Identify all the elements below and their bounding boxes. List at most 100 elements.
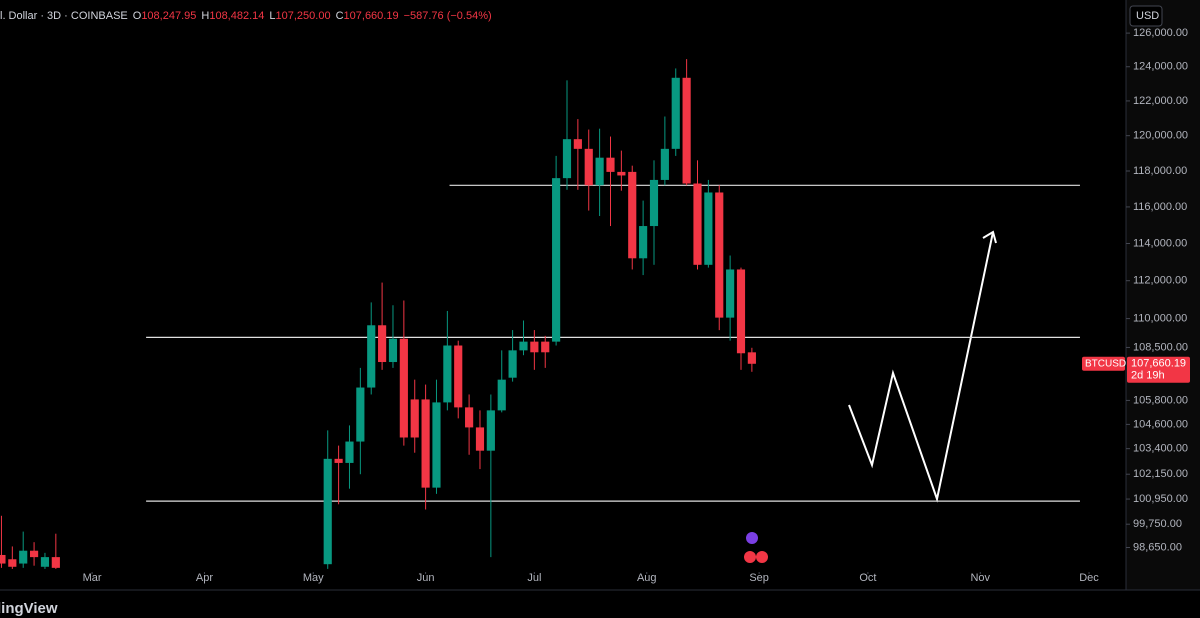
y-tick-label: 110,000.00 bbox=[1133, 312, 1187, 324]
candle-body bbox=[660, 148, 669, 180]
x-tick-label: Oct bbox=[859, 572, 876, 584]
candle-body bbox=[51, 557, 60, 568]
symbol-tag-label: BTCUSD bbox=[1085, 358, 1126, 369]
candle-body bbox=[639, 226, 648, 259]
y-tick-label: 118,000.00 bbox=[1133, 165, 1187, 177]
candle-body bbox=[486, 410, 495, 451]
candle-body bbox=[519, 341, 528, 351]
candle-body bbox=[421, 399, 430, 488]
candle-body bbox=[8, 559, 17, 567]
header-text: l. Dollar · 3D · COINBASE O108,247.95 H108… bbox=[0, 10, 492, 22]
x-tick-label: Nov bbox=[970, 572, 990, 584]
candle-body bbox=[541, 341, 550, 353]
ohlc-key: H bbox=[201, 10, 209, 22]
candle-body bbox=[497, 379, 506, 411]
ohlc-key: O bbox=[133, 10, 142, 22]
candle-body bbox=[726, 269, 735, 318]
y-tick-label: 104,600.00 bbox=[1133, 418, 1188, 430]
y-tick-label: 112,000.00 bbox=[1133, 275, 1187, 287]
x-tick-label: Aug bbox=[637, 572, 657, 584]
y-tick-label: 108,500.00 bbox=[1133, 341, 1188, 353]
y-tick-label: 116,000.00 bbox=[1133, 201, 1187, 213]
price-tag-label: 107,660.19 bbox=[1131, 358, 1186, 370]
change: −587.76 (−0.54%) bbox=[404, 10, 492, 22]
x-tick-label: Apr bbox=[196, 572, 213, 584]
candle-body bbox=[552, 178, 561, 342]
candle-body bbox=[530, 341, 539, 353]
ohlc-value: 107,250.00 bbox=[276, 10, 331, 22]
y-tick-label: 105,800.00 bbox=[1133, 394, 1188, 406]
candle-body bbox=[19, 550, 28, 564]
y-tick-label: 126,000.00 bbox=[1133, 27, 1188, 39]
candle-body bbox=[682, 77, 691, 184]
currency-button[interactable] bbox=[1129, 5, 1163, 27]
candle-body bbox=[747, 352, 756, 364]
candle-body bbox=[671, 77, 680, 149]
candle-body bbox=[0, 554, 6, 564]
y-tick-label: 103,400.00 bbox=[1133, 443, 1188, 455]
price-axis bbox=[1126, 0, 1200, 590]
candle-body bbox=[323, 458, 332, 565]
candle-body bbox=[693, 183, 702, 265]
y-tick-label: 99,750.00 bbox=[1133, 518, 1182, 530]
ohlc-value: 108,247.95 bbox=[141, 10, 196, 22]
candle-body bbox=[573, 139, 582, 149]
y-tick-label: 122,000.00 bbox=[1133, 95, 1188, 107]
y-tick-label: 98,650.00 bbox=[1133, 541, 1182, 553]
currency-label[interactable]: USD bbox=[1136, 10, 1159, 22]
candle-body bbox=[345, 441, 354, 463]
candle-body bbox=[378, 325, 387, 363]
candle-body bbox=[715, 192, 724, 318]
candle-body bbox=[475, 427, 485, 451]
ohlc-value: 107,660.19 bbox=[344, 10, 399, 22]
x-tick-label: Jul bbox=[527, 572, 541, 584]
candle-body bbox=[508, 350, 517, 378]
candle-body bbox=[443, 345, 452, 403]
candle-body bbox=[432, 402, 441, 488]
y-tick-label: 124,000.00 bbox=[1133, 61, 1188, 73]
candle-body bbox=[334, 458, 343, 463]
ohlc-key: L bbox=[269, 10, 275, 22]
candle-body bbox=[584, 148, 593, 186]
projection-arrow bbox=[848, 231, 994, 503]
watermark: dingView bbox=[0, 600, 58, 617]
arrow-head bbox=[982, 230, 997, 244]
candle-body bbox=[454, 345, 463, 408]
candle-body bbox=[704, 192, 713, 265]
candle-body bbox=[617, 171, 626, 176]
candle-body bbox=[595, 157, 604, 186]
candle-body bbox=[649, 179, 659, 227]
symbol-tag bbox=[1082, 356, 1125, 371]
price-tag bbox=[1127, 356, 1190, 383]
ohlc-key: C bbox=[336, 10, 344, 22]
candle-body bbox=[606, 157, 615, 172]
candle-body bbox=[399, 338, 408, 438]
x-tick-label: Mar bbox=[83, 572, 102, 584]
event-icon bbox=[746, 532, 758, 544]
x-tick-label: Sep bbox=[749, 572, 769, 584]
x-tick-label: Jun bbox=[417, 572, 435, 584]
y-tick-label: 102,150.00 bbox=[1133, 468, 1188, 480]
candle-body bbox=[356, 387, 365, 442]
candle-body bbox=[40, 557, 50, 567]
candle-body bbox=[628, 171, 637, 259]
y-tick-label: 100,950.00 bbox=[1133, 493, 1188, 505]
candle-body bbox=[410, 399, 419, 438]
candle-body bbox=[465, 407, 474, 428]
candle-body bbox=[29, 550, 39, 558]
symbol-title: l. Dollar · 3D · COINBASE bbox=[0, 10, 128, 22]
event-icon bbox=[756, 551, 768, 563]
y-tick-label: 114,000.00 bbox=[1133, 237, 1187, 249]
event-icon bbox=[744, 551, 756, 563]
countdown-label: 2d 19h bbox=[1131, 370, 1165, 382]
candle-body bbox=[562, 139, 572, 179]
candles bbox=[0, 59, 756, 569]
y-tick-label: 120,000.00 bbox=[1133, 130, 1188, 142]
x-tick-label: May bbox=[303, 572, 324, 584]
header: l. Dollar · 3D · COINBASE O108,247.95 H108… bbox=[0, 10, 492, 22]
x-tick-label: Dec bbox=[1079, 572, 1099, 584]
candle-body bbox=[367, 325, 376, 388]
candle-body bbox=[388, 338, 398, 363]
